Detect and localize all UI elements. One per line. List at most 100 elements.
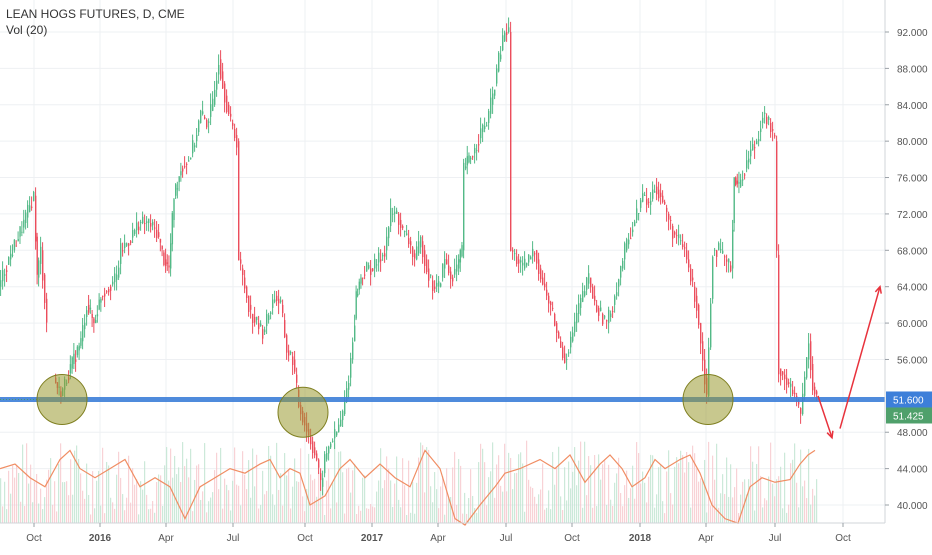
candle-body xyxy=(542,277,544,285)
candle-body xyxy=(134,230,136,234)
volume-bar xyxy=(316,496,318,523)
candle-body xyxy=(428,268,430,281)
candle-body xyxy=(166,262,169,264)
candle-body xyxy=(80,338,82,346)
volume-bar xyxy=(704,459,706,523)
volume-bar xyxy=(558,446,560,523)
volume-bar xyxy=(190,448,192,523)
candle-body xyxy=(634,221,636,227)
volume-bar xyxy=(200,499,202,523)
time-tick-label: Oct xyxy=(297,533,313,544)
candle-body xyxy=(163,252,165,266)
volume-bar xyxy=(448,496,450,523)
candle-body xyxy=(144,223,146,225)
candle-body xyxy=(668,213,670,220)
candle-body xyxy=(236,135,238,148)
volume-bar xyxy=(276,442,278,523)
candle-body xyxy=(398,213,400,225)
volume-bar xyxy=(666,471,668,523)
volume-bar xyxy=(66,481,68,523)
volume-bar xyxy=(124,510,126,523)
volume-bar xyxy=(564,467,566,523)
candle-body xyxy=(810,341,812,371)
volume-bar xyxy=(274,505,276,523)
candle-body xyxy=(578,303,580,314)
candle-body xyxy=(21,231,23,233)
volume-bar xyxy=(32,502,34,523)
candle-body xyxy=(204,116,206,119)
volume-bar xyxy=(600,479,602,523)
candle-body xyxy=(19,226,21,237)
candle-body xyxy=(768,117,770,120)
volume-bar xyxy=(178,467,180,523)
volume-bar xyxy=(810,504,812,523)
candle-body xyxy=(698,304,700,325)
volume-bar xyxy=(454,451,456,523)
volume-bar xyxy=(470,469,472,523)
volume-bar xyxy=(184,466,186,523)
candle-body xyxy=(590,277,592,288)
volume-bar xyxy=(60,443,62,523)
volume-bar xyxy=(460,465,462,523)
volume-bar xyxy=(238,485,240,523)
candle-body xyxy=(762,117,764,123)
candle-body xyxy=(324,454,326,474)
volume-bar xyxy=(586,495,588,523)
volume-bar xyxy=(152,501,154,523)
candle-body xyxy=(276,295,278,302)
volume-bar xyxy=(712,455,714,523)
volume-bar xyxy=(214,470,216,523)
volume-bar xyxy=(298,481,300,523)
candle-body xyxy=(716,250,718,257)
volume-bar xyxy=(74,450,76,523)
candle-body xyxy=(728,258,730,263)
volume-bar xyxy=(526,440,528,523)
volume-bar xyxy=(240,505,242,523)
candle-body xyxy=(414,253,416,259)
candle-body xyxy=(798,401,800,405)
volume-bar xyxy=(128,455,130,523)
volume-bar xyxy=(518,454,520,523)
volume-bar xyxy=(0,478,2,523)
candle-body xyxy=(804,376,806,396)
volume-bar xyxy=(442,476,444,523)
candle-body xyxy=(400,219,402,228)
volume-bar xyxy=(158,474,160,523)
symbol-title[interactable]: LEAN HOGS FUTURES, D, CME xyxy=(6,7,185,21)
candle-body xyxy=(666,207,668,213)
candle-body xyxy=(161,245,163,250)
volume-bar xyxy=(490,471,492,523)
volume-bar xyxy=(162,505,164,523)
candle-body xyxy=(128,243,130,246)
volume-bar xyxy=(426,447,428,523)
candle-body xyxy=(376,264,378,266)
candle-body xyxy=(730,265,732,272)
candle-body xyxy=(184,166,186,168)
candle-body xyxy=(38,260,40,278)
candle-body xyxy=(96,314,99,317)
candle-body xyxy=(644,194,646,196)
candle-body xyxy=(192,140,194,154)
volume-bar xyxy=(258,508,260,523)
volume-bar xyxy=(72,494,74,523)
volume-bar xyxy=(342,472,344,523)
volume-bar xyxy=(546,507,548,523)
candle-body xyxy=(182,168,184,172)
volume-bar xyxy=(340,451,342,523)
candle-body xyxy=(200,110,202,123)
candle-body xyxy=(594,295,596,302)
volume-bar xyxy=(710,505,712,523)
volume-bar xyxy=(776,479,778,523)
volume-bar xyxy=(756,464,758,523)
volume-bar xyxy=(126,497,128,523)
candle-body xyxy=(758,139,760,142)
candle-body xyxy=(248,295,250,312)
volume-bar xyxy=(314,478,316,523)
candle-body xyxy=(786,377,788,385)
price-tick-label: 72.000 xyxy=(897,210,928,221)
volume-bar xyxy=(696,468,698,523)
candle-body xyxy=(632,229,634,233)
candle-body xyxy=(782,371,784,375)
volume-indicator-label[interactable]: Vol (20) xyxy=(6,23,48,37)
